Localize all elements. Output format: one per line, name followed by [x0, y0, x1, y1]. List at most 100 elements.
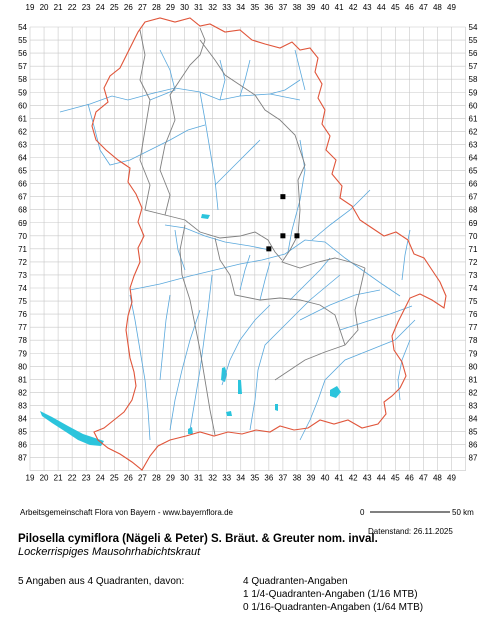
- row-label: 82: [18, 388, 27, 397]
- column-label: 46: [405, 474, 414, 483]
- row-label: 77: [18, 323, 27, 332]
- grid-lines: [29, 26, 466, 472]
- river-iller: [129, 294, 151, 441]
- river-weisser-main: [269, 79, 301, 95]
- row-label: 61: [18, 114, 27, 123]
- row-label: 54: [469, 23, 478, 32]
- river-ilz: [401, 229, 411, 281]
- column-label: 37: [278, 474, 287, 483]
- row-label: 55: [469, 36, 478, 45]
- column-label: 44: [377, 3, 386, 12]
- column-label: 24: [96, 3, 105, 12]
- row-label: 59: [469, 88, 478, 97]
- column-label: 38: [292, 474, 301, 483]
- column-label: 42: [349, 474, 358, 483]
- river-rodach: [239, 59, 251, 97]
- row-label: 69: [469, 219, 478, 228]
- column-label: 43: [363, 474, 372, 483]
- column-label: 26: [124, 3, 133, 12]
- column-label: 43: [363, 3, 372, 12]
- river-donau: [129, 239, 401, 297]
- river-grosse-laber: [289, 257, 331, 301]
- column-label: 34: [236, 474, 245, 483]
- column-label: 48: [433, 474, 442, 483]
- attribution-text: Arbeitsgemeinschaft Flora von Bayern - w…: [20, 508, 233, 517]
- row-label: 71: [18, 245, 27, 254]
- river-lech: [189, 274, 213, 431]
- column-label: 45: [391, 3, 400, 12]
- row-label: 73: [469, 271, 478, 280]
- lake-chiemsee: [330, 386, 341, 398]
- row-label: 62: [469, 127, 478, 136]
- record-summary: 5 Angaben aus 4 Quadranten, davon:: [18, 576, 185, 587]
- column-label: 23: [82, 474, 91, 483]
- lake-starnberger-see: [238, 380, 242, 394]
- scale-end-label: 50 km: [452, 508, 474, 517]
- column-labels-bottom: 19 20 21 22 23 24 25 26 27 28 29 30 31 32 33 34 35 36 37 38…: [26, 474, 457, 483]
- column-label: 19: [26, 474, 35, 483]
- column-label: 28: [152, 3, 161, 12]
- lake-staffelsee: [226, 411, 232, 416]
- row-label: 82: [469, 388, 478, 397]
- row-label: 69: [18, 219, 27, 228]
- state-border-bayern: [91, 17, 447, 471]
- river-saale: [149, 49, 176, 101]
- river-wertach: [169, 309, 201, 431]
- column-label: 48: [433, 3, 442, 12]
- column-label: 21: [54, 474, 63, 483]
- lake-brombachsee: [201, 214, 210, 219]
- common-name: Lockerrispiges Mausohrhabichtskraut: [18, 546, 201, 558]
- column-label: 39: [307, 474, 316, 483]
- column-label: 26: [124, 474, 133, 483]
- row-label: 57: [18, 62, 27, 71]
- column-label: 38: [292, 3, 301, 12]
- column-label: 22: [68, 3, 77, 12]
- column-label: 40: [321, 474, 330, 483]
- row-label: 56: [469, 49, 478, 58]
- row-label: 77: [469, 323, 478, 332]
- row-label: 86: [18, 441, 27, 450]
- row-label: 62: [18, 127, 27, 136]
- river-amper: [221, 304, 271, 386]
- row-label: 66: [18, 180, 27, 189]
- quadrant-count-sixteenth: 0 1/16-Quadranten-Angaben (1/64 MTB): [243, 602, 424, 613]
- column-label: 33: [222, 3, 231, 12]
- column-label: 42: [349, 3, 358, 12]
- row-label: 54: [18, 23, 27, 32]
- row-label: 65: [469, 167, 478, 176]
- district-borders: [139, 27, 366, 436]
- column-label: 31: [194, 3, 203, 12]
- row-label: 68: [18, 206, 27, 215]
- row-label: 61: [469, 114, 478, 123]
- column-label: 34: [236, 3, 245, 12]
- column-label: 35: [250, 3, 259, 12]
- column-label: 29: [166, 474, 175, 483]
- river-abens: [259, 261, 271, 301]
- district-border-mittelfranken: [164, 214, 283, 261]
- column-label: 32: [208, 474, 217, 483]
- row-label: 74: [18, 284, 27, 293]
- occurrence-markers: [266, 194, 300, 252]
- column-label: 23: [82, 3, 91, 12]
- row-label: 72: [18, 258, 27, 267]
- district-border-oberpfalz: [281, 179, 366, 269]
- scale-start-label: 0: [360, 508, 365, 517]
- column-label: 30: [180, 474, 189, 483]
- river-mindel: [159, 294, 171, 381]
- river-main-lower: [87, 103, 206, 166]
- row-label: 87: [469, 454, 478, 463]
- data-date: Datenstand: 26.11.2025: [368, 527, 453, 536]
- row-label: 58: [469, 75, 478, 84]
- district-border-niederbayern: [274, 267, 366, 381]
- column-label: 44: [377, 474, 386, 483]
- column-label: 45: [391, 474, 400, 483]
- column-label: 25: [110, 3, 119, 12]
- river-ilm: [239, 254, 251, 291]
- occurrence-marker: [266, 246, 272, 252]
- row-label: 65: [18, 167, 27, 176]
- river-regen: [311, 189, 371, 241]
- row-label: 79: [18, 349, 27, 358]
- row-label: 58: [18, 75, 27, 84]
- row-label: 56: [18, 49, 27, 58]
- lake-forggensee: [188, 427, 193, 434]
